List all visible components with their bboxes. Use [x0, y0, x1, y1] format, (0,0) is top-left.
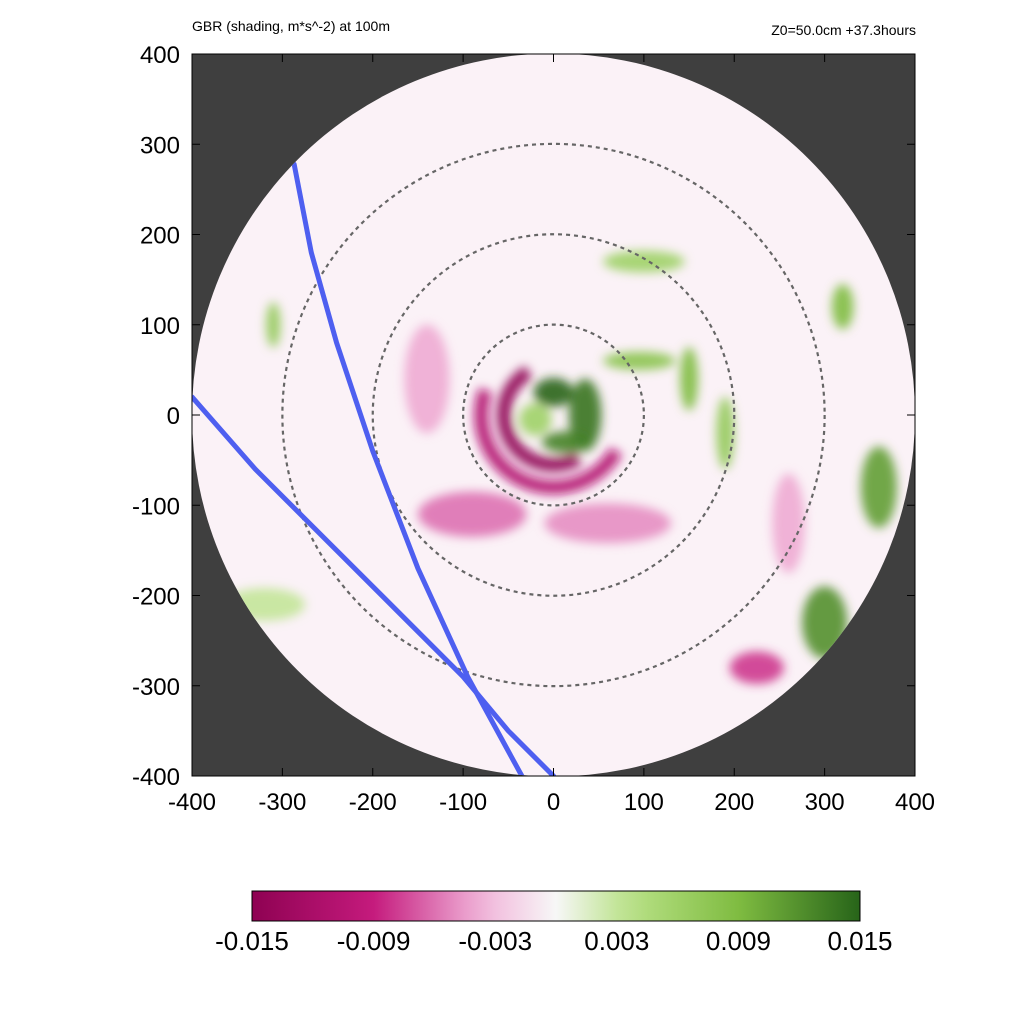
y-tick-label: -300: [132, 674, 180, 701]
shading-cell-19: [772, 473, 805, 574]
shading-cell-9: [716, 396, 735, 470]
x-tick-label: 0: [547, 789, 560, 816]
x-tick-label: 400: [895, 789, 935, 816]
x-tick-label: -300: [258, 789, 306, 816]
track-layer: [192, 161, 556, 777]
shading-cell-8: [603, 250, 685, 273]
x-tick-label: -400: [168, 789, 216, 816]
colorbar-tick-label: 0.009: [706, 926, 771, 956]
shading-cell-13: [831, 284, 854, 330]
shading-layer: [223, 250, 897, 684]
shading-cell-7: [680, 347, 699, 411]
x-tick-label: 200: [714, 789, 754, 816]
x-tick-label: -200: [349, 789, 397, 816]
y-tick-label: 200: [140, 223, 180, 250]
shading-cell-14: [266, 302, 281, 348]
colorbar-bar: [251, 890, 861, 922]
run-info: Z0=50.0cm +37.3hours: [771, 22, 916, 38]
shading-cell-4: [541, 431, 593, 453]
shading-cell-12: [729, 651, 784, 684]
shading-band-1: [474, 387, 623, 495]
y-tick-label: 100: [140, 313, 180, 340]
colorbar-tick-label: 0.003: [584, 926, 649, 956]
track-line-2: [192, 394, 556, 777]
plot-title: GBR (shading, m*s^-2) at 100m: [192, 18, 390, 34]
shading-cell-18: [404, 324, 450, 434]
range-ring-100: [462, 323, 645, 507]
range-ring-300: [281, 142, 826, 688]
shading-band-0: [496, 365, 582, 472]
x-tick-label: 300: [805, 789, 845, 816]
x-tick-label: -100: [439, 789, 487, 816]
shading-cell-6: [603, 351, 676, 370]
y-tick-label: 400: [140, 42, 180, 69]
y-tick-label: 0: [167, 403, 180, 430]
shading-cell-16: [417, 491, 527, 537]
x-tick-label: 100: [624, 789, 664, 816]
track-line-1: [291, 161, 525, 777]
analysis-domain: [192, 53, 915, 777]
y-tick-label: -400: [132, 764, 180, 791]
colorbar-tick-label: 0.015: [827, 926, 892, 956]
colorbar-tick-label: -0.009: [337, 926, 411, 956]
colorbar: -0.015 -0.009 -0.003 0.003 0.009 0.015: [215, 890, 893, 956]
shading-cell-11: [802, 586, 848, 659]
shading-cell-17: [544, 503, 671, 544]
colorbar-tick-label: -0.015: [215, 926, 289, 956]
y-tick-label: -200: [132, 584, 180, 611]
shading-cell-5: [519, 403, 552, 436]
shading-cell-10: [860, 446, 897, 528]
y-tick-label: 300: [140, 132, 180, 159]
y-tick-label: -100: [132, 493, 180, 520]
axes: -400 -300 -200 -100 0 100 200 300 400 400 300 200 10…: [132, 42, 935, 816]
colorbar-tick-label: -0.003: [458, 926, 532, 956]
shading-cell-2: [533, 377, 574, 407]
range-ring-200: [371, 233, 736, 597]
